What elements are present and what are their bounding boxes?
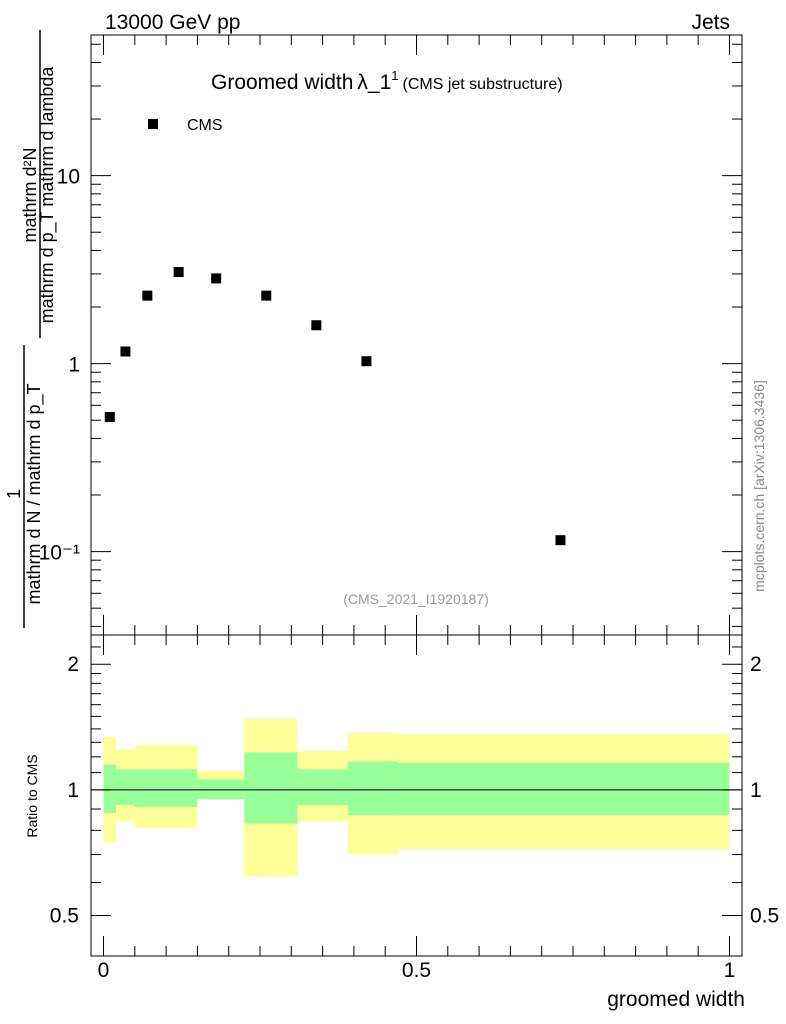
main-ytick-label: 1 [68, 354, 80, 377]
analysis-id: (CMS_2021_I1920187) [343, 591, 489, 607]
xtick-label: 0.5 [402, 959, 431, 982]
data-point [261, 290, 272, 301]
inner-band-bin [103, 764, 117, 814]
data-point [361, 356, 372, 367]
plot-title: Groomed width λ_11 (CMS jet substructure) [211, 68, 563, 94]
process-label: Jets [691, 11, 730, 34]
data-point [555, 535, 566, 546]
ylabel-denominator: mathrm d p_T mathrm d lambda [37, 66, 58, 324]
ylabel-numerator: mathrm d²N [20, 147, 40, 242]
ratio-ytick-label-right: 2 [750, 653, 762, 676]
xtick-label: 1 [724, 959, 736, 982]
data-point [142, 290, 153, 301]
data-point [311, 320, 322, 331]
inner-band-bin [116, 769, 135, 806]
x-ticks: 0 0.5 1 [98, 35, 736, 982]
inner-band-bin [397, 762, 730, 816]
ratio-ytick-label-left: 1 [67, 779, 79, 802]
inner-band-bin [297, 769, 348, 806]
legend-marker [148, 119, 158, 129]
xaxis-label: groomed width [607, 988, 745, 1011]
ylabel-prefactor-num: 1 [4, 489, 24, 499]
inner-band-bin [244, 752, 298, 824]
ratio-axes: 0.5 0.5 1 1 2 2 [50, 646, 779, 957]
inner-band-bin [347, 761, 398, 816]
data-point [104, 412, 115, 423]
ratio-ytick-label-left: 2 [67, 653, 79, 676]
watermark: mcplots.cern.ch [arXiv:1306.3436] [751, 380, 767, 592]
data-point [173, 267, 184, 278]
ratio-ytick-label-right: 1 [750, 779, 762, 802]
main-points [104, 267, 566, 546]
ratio-bands [91, 718, 742, 877]
xtick-label: 0 [98, 959, 110, 982]
inner-band-bin [134, 769, 198, 807]
plot-title-symbol: λ_1 [357, 71, 391, 94]
data-point [211, 273, 222, 284]
inner-band-bin [197, 779, 245, 800]
ratio-ylabel: Ratio to CMS [24, 754, 40, 837]
ylabel-prefactor-den: mathrm d N / mathrm d p_T [24, 383, 45, 604]
plot-title-paren: (CMS jet substructure) [403, 76, 563, 93]
ratio-ytick-label-right: 0.5 [750, 905, 779, 928]
data-point [120, 346, 131, 357]
plot-title-main: Groomed width [211, 71, 353, 94]
main-ytick-label: 10⁻¹ [39, 542, 80, 565]
main-ytick-label: 10 [57, 166, 80, 189]
energy-label: 13000 GeV pp [105, 11, 240, 34]
legend-label: CMS [187, 117, 223, 134]
plot-title-superscript: 1 [391, 68, 398, 83]
main-axes: 10⁻¹ 1 10 [39, 43, 742, 627]
ratio-ytick-label-left: 0.5 [50, 905, 79, 928]
main-ylabel: mathrm d²N mathrm d p_T mathrm d lambda … [4, 30, 58, 628]
